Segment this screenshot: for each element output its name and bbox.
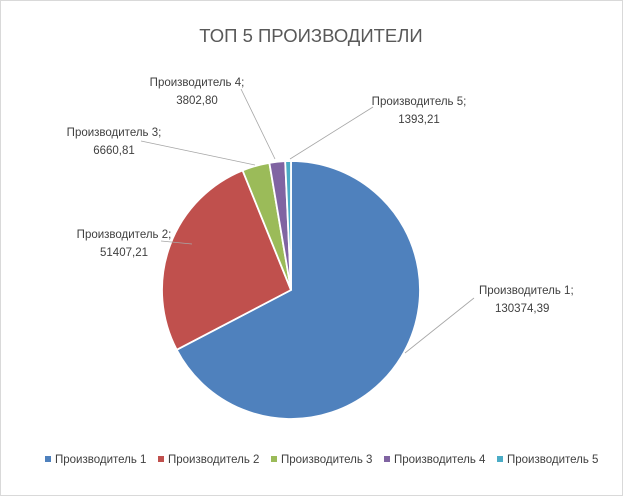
data-labels: Производитель 1; 130374,39 Производитель 2…: [67, 77, 574, 315]
legend-item-2: Производитель 2: [158, 454, 259, 466]
data-label-value-3: 6660,81: [93, 145, 135, 157]
pie-slice-5: [284, 160, 292, 291]
leader-line-3: [140, 140, 256, 166]
legend-item-5: Производитель 5: [497, 454, 598, 466]
data-label-name-3: Производитель 3;: [67, 127, 162, 139]
legend: Производитель 1 Производитель 2 Производит…: [45, 454, 598, 466]
legend-swatch-3: [271, 456, 277, 462]
chart-title: ТОП 5 ПРОИЗВОДИТЕЛИ: [199, 25, 422, 46]
legend-item-4: Производитель 4: [384, 454, 486, 466]
data-label-name-4: Производитель 4;: [150, 77, 245, 89]
legend-label-3: Производитель 3: [281, 454, 372, 466]
legend-label-4: Производитель 4: [394, 454, 486, 466]
legend-swatch-5: [497, 456, 503, 462]
legend-label-5: Производитель 5: [507, 454, 598, 466]
leader-lines: [140, 88, 475, 354]
data-label-value-4: 3802,80: [176, 95, 218, 107]
legend-item-3: Производитель 3: [271, 454, 372, 466]
legend-item-1: Производитель 1: [45, 454, 146, 466]
leader-line-2: [160, 240, 193, 245]
pie-slice-1: [175, 160, 421, 420]
legend-swatch-4: [384, 456, 390, 462]
leader-line-1: [404, 297, 475, 354]
legend-label-1: Производитель 1: [55, 454, 146, 466]
legend-label-2: Производитель 2: [168, 454, 259, 466]
leader-line-5: [289, 106, 374, 160]
legend-swatch-1: [45, 456, 51, 462]
data-label-name-5: Производитель 5;: [372, 96, 467, 108]
data-label-name-2: Производитель 2;: [77, 229, 172, 241]
data-label-name-1: Производитель 1;: [479, 285, 574, 297]
data-label-value-2: 51407,21: [100, 247, 148, 259]
data-label-value-1: 130374,39: [495, 303, 549, 315]
pie-slice-2: [161, 169, 293, 352]
pie-slices: [161, 160, 421, 420]
leader-line-4: [240, 88, 276, 160]
legend-swatch-2: [158, 456, 164, 462]
data-label-value-5: 1393,21: [398, 114, 440, 126]
